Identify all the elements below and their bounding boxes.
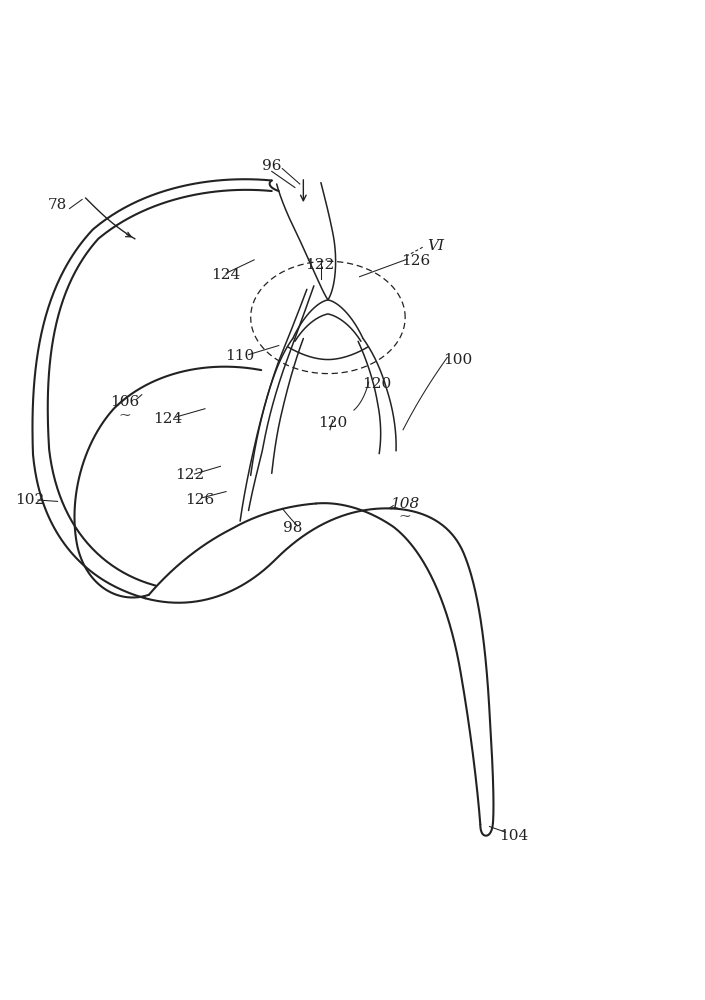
Text: 104: 104 xyxy=(499,829,529,843)
Text: 98: 98 xyxy=(283,521,302,535)
Text: 100: 100 xyxy=(443,353,472,367)
Text: 120: 120 xyxy=(318,416,348,430)
Text: ~: ~ xyxy=(118,409,130,423)
Text: 122: 122 xyxy=(305,258,334,272)
Text: 110: 110 xyxy=(226,349,255,363)
Text: 122: 122 xyxy=(175,468,204,482)
Text: 96: 96 xyxy=(262,159,281,173)
Text: 124: 124 xyxy=(212,268,240,282)
Text: 126: 126 xyxy=(401,254,430,268)
Text: 78: 78 xyxy=(48,198,67,212)
Text: 126: 126 xyxy=(185,493,214,507)
Text: VI: VI xyxy=(427,239,444,253)
Text: 106: 106 xyxy=(110,395,139,409)
Text: 124: 124 xyxy=(153,412,183,426)
Text: ~: ~ xyxy=(399,511,412,525)
Text: 108: 108 xyxy=(391,497,419,511)
Text: 102: 102 xyxy=(15,493,44,507)
Text: 120: 120 xyxy=(362,377,392,391)
